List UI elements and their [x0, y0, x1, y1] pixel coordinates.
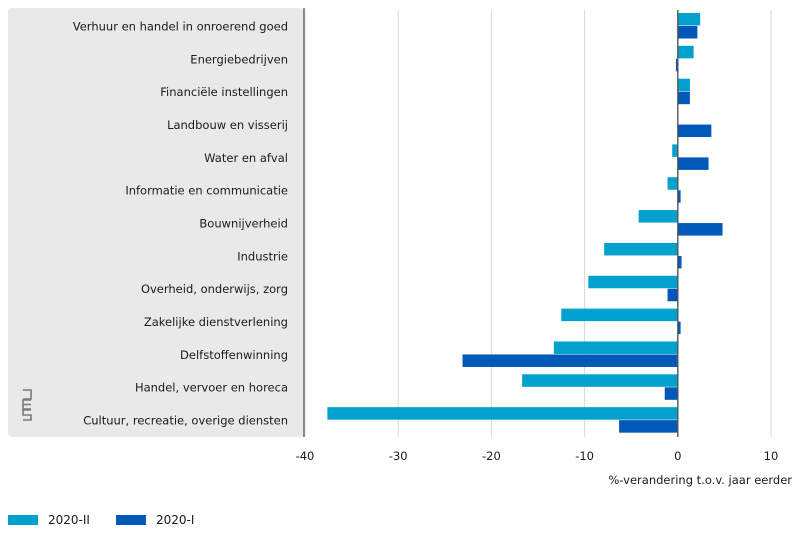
bar-2020-II	[677, 45, 694, 59]
category-label: Informatie en communicatie	[125, 184, 288, 198]
bar-2020-II	[522, 374, 678, 387]
category-label: Bouwnijverheid	[199, 217, 288, 231]
category-label: Financiële instellingen	[160, 85, 288, 99]
category-label: Handel, vervoer en horeca	[135, 381, 288, 395]
bar-2020-I	[677, 255, 682, 269]
category-label: Water en afval	[204, 151, 288, 165]
bar-2020-I	[677, 223, 723, 236]
bar-2020-II	[677, 13, 701, 26]
bar-2020-II	[588, 275, 678, 289]
x-tick-label: -10	[575, 449, 594, 463]
bar-2020-I	[677, 91, 690, 105]
legend-swatch-2020-II	[8, 515, 38, 525]
legend: 2020-II 2020-I	[8, 513, 194, 527]
x-tick-label: 10	[764, 449, 779, 463]
bar-2020-II	[553, 341, 678, 354]
legend-swatch-2020-I	[115, 515, 146, 525]
legend-label-2020-II: 2020-II	[48, 513, 90, 527]
x-tick-label: -20	[482, 449, 501, 463]
bar-2020-II	[604, 242, 678, 256]
bar-2020-II	[638, 210, 678, 223]
bar-2020-II	[667, 177, 678, 190]
category-label: Energiebedrijven	[190, 52, 288, 66]
bars	[327, 10, 723, 437]
bar-2020-II	[327, 407, 678, 420]
category-label: Delfstoffenwinning	[180, 348, 288, 362]
bar-2020-I	[677, 157, 709, 170]
bar-chart: Verhuur en handel in onroerend goed Energ…	[8, 8, 792, 487]
legend-label-2020-I: 2020-I	[155, 513, 195, 527]
bar-2020-I	[664, 387, 678, 400]
category-labels: Verhuur en handel in onroerend goed Energ…	[73, 19, 288, 427]
x-tick-label: -40	[296, 449, 315, 463]
category-label: Verhuur en handel in onroerend goed	[73, 19, 288, 33]
bar-2020-II	[561, 308, 678, 322]
category-label: Zakelijke dienstverlening	[144, 315, 288, 329]
category-label: Cultuur, recreatie, overige diensten	[83, 414, 288, 428]
legend-item-2020-II: 2020-II	[8, 513, 90, 527]
x-tick-label: -30	[389, 449, 408, 463]
cbs-logo-icon	[20, 388, 40, 426]
category-label: Overheid, onderwijs, zorg	[141, 282, 288, 296]
bar-2020-I	[619, 420, 678, 433]
legend-item-2020-I: 2020-I	[115, 513, 195, 527]
bar-2020-I	[462, 354, 678, 367]
bar-2020-I	[675, 58, 678, 72]
bar-2020-II	[672, 144, 678, 157]
category-label: Landbouw en visserij	[167, 118, 288, 132]
bar-2020-I	[677, 26, 698, 39]
bar-2020-II	[677, 78, 690, 92]
category-label: Industrie	[237, 249, 288, 263]
category-panel	[8, 8, 304, 437]
bar-2020-I	[667, 288, 678, 302]
x-tick-labels: -40 -30 -20 -10 0 10	[296, 449, 779, 463]
x-tick-label: 0	[674, 449, 681, 463]
x-axis-title: %-verandering t.o.v. jaar eerder	[608, 473, 792, 487]
bar-2020-I	[677, 124, 712, 138]
bar-2020-I	[677, 321, 681, 335]
bar-2020-I	[677, 190, 681, 203]
